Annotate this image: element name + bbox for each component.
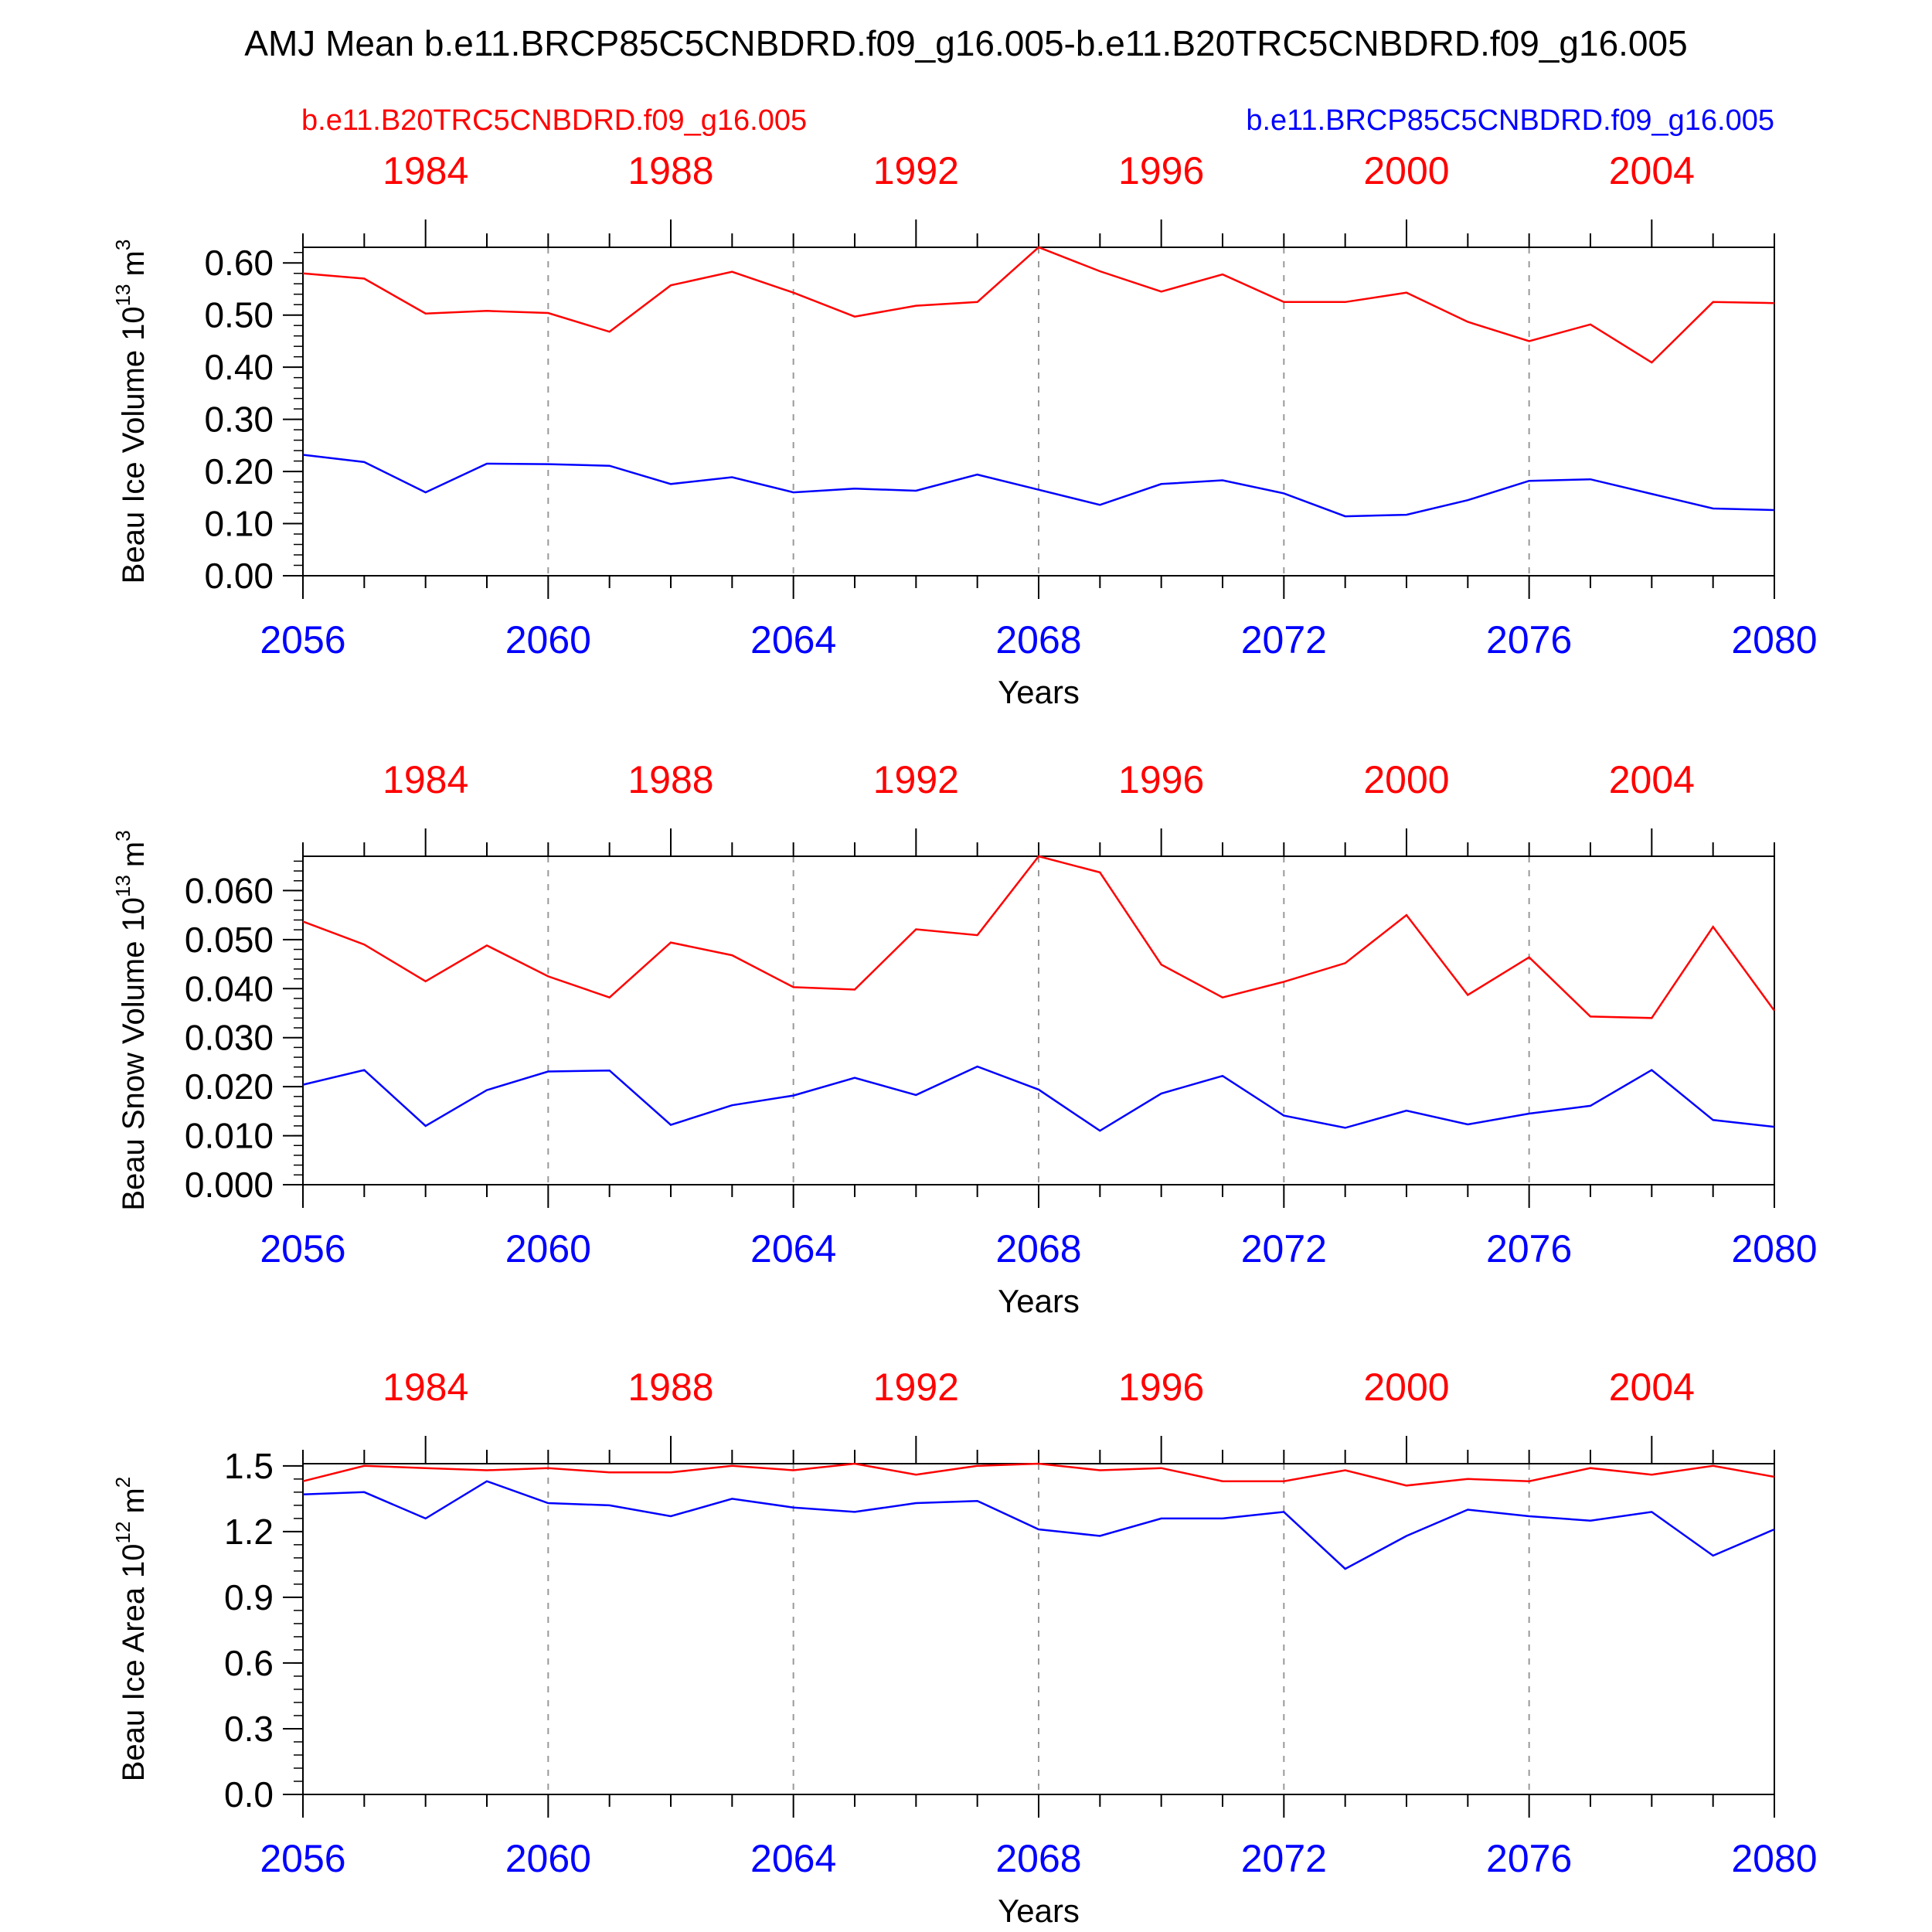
- y-axis-title-text: Beau Snow Volume: [117, 941, 151, 1211]
- x-bottom-tick-label: 2076: [1486, 1227, 1572, 1270]
- y-tick-label: 0.010: [185, 1116, 274, 1156]
- legend-label-red: b.e11.B20TRC5CNBDRD.f09_g16.005: [301, 104, 807, 137]
- x-top-tick-label: 1988: [628, 758, 713, 801]
- x-bottom-tick-label: 2072: [1241, 1227, 1327, 1270]
- y-axis-title: Beau Ice Area 1012 m2: [111, 1477, 151, 1782]
- chart-panel-2: 0.000 0.010 0.020 0.030 0.040 0.050 0.060 2056 2…: [111, 758, 1818, 1319]
- y-tick-label: 0.020: [185, 1066, 274, 1107]
- y-tick-label: 0.6: [224, 1643, 274, 1683]
- panels: 0.00 0.10 0.20 0.30 0.40 0.50 0.60 2056 2060 2064…: [111, 149, 1818, 1929]
- x-top-tick-label: 1988: [628, 1366, 713, 1409]
- y-tick-label: 0.10: [204, 504, 274, 544]
- y-tick-label: 0.0: [224, 1774, 274, 1815]
- y-tick-label: 0.50: [204, 295, 274, 335]
- y-tick-label: 0.40: [204, 347, 274, 387]
- x-top-tick-label: 1996: [1118, 149, 1204, 192]
- x-bottom-tick-label: 2072: [1241, 618, 1327, 662]
- chart-panel-1: 0.00 0.10 0.20 0.30 0.40 0.50 0.60 2056 2060 2064…: [111, 149, 1818, 710]
- y-tick-label: 1.2: [224, 1512, 274, 1552]
- series-line-blue: [302, 454, 1775, 518]
- x-top-tick-label: 2004: [1609, 758, 1695, 801]
- y-axis-unit-base: 10: [117, 1543, 151, 1578]
- y-axis-unit-symbol: m: [117, 842, 151, 867]
- y-axis-unit-power: 3: [111, 830, 134, 841]
- series-line-red: [302, 1462, 1775, 1487]
- x-top-tick-label: 1992: [873, 758, 959, 801]
- x-bottom-tick-label: 2060: [505, 1227, 591, 1270]
- y-tick-label: 0.060: [185, 870, 274, 910]
- x-bottom-tick-label: 2076: [1486, 618, 1572, 662]
- y-axis-unit-base: 10: [117, 306, 151, 341]
- legend-label-blue: b.e11.BRCP85C5CNBDRD.f09_g16.005: [1246, 104, 1774, 137]
- y-tick-label: 1.5: [224, 1446, 274, 1486]
- x-bottom-tick-label: 2080: [1731, 1837, 1817, 1880]
- y-tick-label: 0.030: [185, 1018, 274, 1058]
- x-bottom-tick-label: 2060: [505, 1837, 591, 1880]
- chart-panel-3: 0.0 0.3 0.6 0.9 1.2 1.5 2056 2060 2064 2068 2072 20…: [111, 1366, 1818, 1929]
- x-bottom-tick-label: 2064: [750, 618, 836, 662]
- x-top-tick-label: 1984: [383, 758, 468, 801]
- x-top-tick-label: 1984: [383, 1366, 468, 1409]
- x-bottom-tick-label: 2056: [260, 1837, 345, 1880]
- x-top-tick-label: 2000: [1363, 149, 1449, 192]
- x-top-tick-label: 1996: [1118, 758, 1204, 801]
- x-top-tick-label: 1992: [873, 1366, 959, 1409]
- x-bottom-tick-label: 2056: [260, 618, 345, 662]
- x-bottom-tick-label: 2068: [995, 1837, 1081, 1880]
- y-axis-unit-base: 10: [117, 897, 151, 932]
- x-bottom-tick-label: 2076: [1486, 1837, 1572, 1880]
- y-tick-label: 0.9: [224, 1577, 274, 1617]
- x-top-tick-label: 2004: [1609, 149, 1695, 192]
- x-top-tick-label: 2000: [1363, 1366, 1449, 1409]
- y-tick-label: 0.20: [204, 451, 274, 492]
- y-axis-unit-symbol: m: [117, 1488, 151, 1513]
- x-axis-title: Years: [998, 1893, 1080, 1929]
- y-axis-unit-exponent: 13: [111, 875, 134, 897]
- x-axis-title: Years: [998, 1283, 1080, 1319]
- y-tick-label: 0.050: [185, 920, 274, 960]
- y-axis-title: Beau Snow Volume 1013 m3: [111, 830, 151, 1210]
- x-bottom-tick-label: 2080: [1731, 618, 1817, 662]
- x-top-tick-label: 1996: [1118, 1366, 1204, 1409]
- y-axis-unit-exponent: 13: [111, 284, 134, 306]
- x-top-tick-label: 1984: [383, 149, 468, 192]
- x-bottom-tick-label: 2068: [995, 1227, 1081, 1270]
- x-bottom-tick-label: 2060: [505, 618, 591, 662]
- y-tick-label: 0.00: [204, 556, 274, 596]
- series-line-red: [302, 855, 1776, 1019]
- x-top-tick-label: 1988: [628, 149, 713, 192]
- x-bottom-tick-label: 2072: [1241, 1837, 1327, 1880]
- x-axis-title: Years: [998, 674, 1080, 710]
- y-tick-label: 0.040: [185, 968, 274, 1009]
- y-axis-unit-power: 2: [111, 1477, 134, 1488]
- y-axis-title-text: Beau Ice Volume: [117, 350, 151, 583]
- y-axis-unit-exponent: 12: [111, 1522, 134, 1544]
- x-bottom-tick-label: 2080: [1731, 1227, 1817, 1270]
- y-axis-unit-symbol: m: [117, 250, 151, 276]
- x-top-tick-label: 2000: [1363, 758, 1449, 801]
- y-tick-label: 0.60: [204, 243, 274, 283]
- figure-title: AMJ Mean b.e11.BRCP85C5CNBDRD.f09_g16.00…: [244, 23, 1687, 63]
- y-tick-label: 0.3: [224, 1709, 274, 1749]
- series-line-blue: [302, 1065, 1775, 1132]
- x-top-tick-label: 1992: [873, 149, 959, 192]
- x-bottom-tick-label: 2068: [995, 618, 1081, 662]
- x-top-tick-label: 2004: [1609, 1366, 1695, 1409]
- y-axis-unit-power: 3: [111, 240, 134, 250]
- series-line-blue: [302, 1480, 1775, 1570]
- y-tick-label: 0.30: [204, 400, 274, 440]
- series-line-red: [302, 246, 1775, 364]
- x-bottom-tick-label: 2064: [750, 1837, 836, 1880]
- x-bottom-tick-label: 2056: [260, 1227, 345, 1270]
- y-axis-title-text: Beau Ice Area: [117, 1587, 151, 1781]
- y-axis-title: Beau Ice Volume 1013 m3: [111, 240, 151, 584]
- x-bottom-tick-label: 2064: [750, 1227, 836, 1270]
- y-tick-label: 0.000: [185, 1165, 274, 1205]
